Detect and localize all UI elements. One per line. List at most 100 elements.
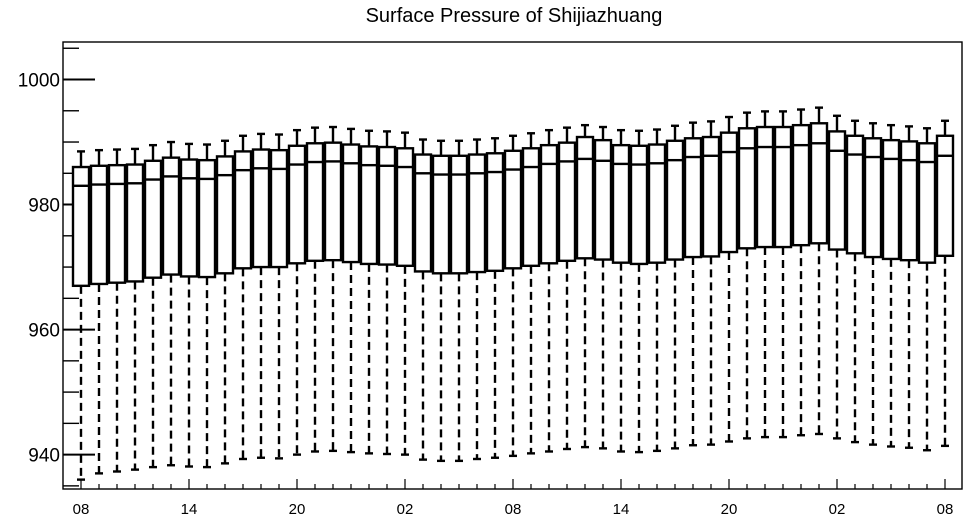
box-16 <box>359 129 379 455</box>
box-iqr <box>413 153 433 273</box>
box-14 <box>323 125 343 453</box>
box-28 <box>575 123 595 449</box>
box-27 <box>557 126 577 451</box>
box-iqr <box>395 147 415 268</box>
y-tick-label: 960 <box>28 321 60 342</box>
box-11 <box>269 133 289 460</box>
x-tick-label: 02 <box>829 501 846 518</box>
box-iqr <box>863 137 883 259</box>
box-iqr <box>449 154 469 275</box>
box-9 <box>233 134 253 461</box>
box-iqr <box>467 153 487 274</box>
box-32 <box>647 128 667 453</box>
chart-title: Surface Pressure of Shijiazhuang <box>366 5 663 27</box>
box-iqr <box>719 131 739 254</box>
box-iqr <box>593 138 613 261</box>
box-25 <box>521 132 541 455</box>
box-iqr <box>305 142 325 263</box>
box-iqr <box>701 135 721 258</box>
box-2 <box>107 148 127 473</box>
box-44 <box>863 122 883 446</box>
box-13 <box>305 126 325 453</box>
x-tick-label: 20 <box>721 501 738 518</box>
box-iqr <box>179 158 199 278</box>
box-iqr <box>233 150 253 270</box>
x-tick-label: 14 <box>181 501 198 518</box>
box-iqr <box>755 125 775 249</box>
box-iqr <box>917 142 937 264</box>
box-iqr <box>935 134 955 258</box>
x-tick-label: 08 <box>505 501 522 518</box>
box-iqr <box>269 148 289 269</box>
box-31 <box>629 129 649 454</box>
y-tick-label: 980 <box>28 196 60 217</box>
box-iqr <box>611 143 631 264</box>
box-iqr <box>431 154 451 275</box>
box-42 <box>827 114 847 440</box>
box-iqr <box>845 134 865 255</box>
box-29 <box>593 125 613 450</box>
x-tick-label: 08 <box>937 501 954 518</box>
box-iqr <box>125 163 145 283</box>
box-15 <box>341 127 361 454</box>
box-47 <box>917 127 937 452</box>
box-39 <box>773 110 793 439</box>
box-10 <box>251 132 271 459</box>
box-iqr <box>323 141 343 262</box>
box-iqr <box>359 145 379 266</box>
box-26 <box>539 128 559 453</box>
box-iqr <box>251 148 271 269</box>
box-24 <box>503 134 523 458</box>
box-iqr <box>773 125 793 249</box>
box-38 <box>755 110 775 439</box>
box-30 <box>611 128 631 453</box>
box-36 <box>719 115 739 443</box>
box-iqr <box>647 143 667 264</box>
box-48 <box>935 119 955 448</box>
box-iqr <box>215 155 235 275</box>
x-tick-label: 08 <box>73 501 90 518</box>
box-45 <box>881 123 901 448</box>
box-12 <box>287 128 307 456</box>
box-iqr <box>683 137 703 259</box>
box-iqr <box>575 135 595 260</box>
box-46 <box>899 125 919 449</box>
box-41 <box>809 106 829 436</box>
box-iqr <box>539 143 559 265</box>
box-37 <box>737 111 757 440</box>
box-22 <box>467 138 487 461</box>
box-iqr <box>827 130 847 251</box>
box-0 <box>71 150 91 481</box>
box-iqr <box>503 149 523 270</box>
box-34 <box>683 121 703 447</box>
box-iqr <box>521 147 541 268</box>
x-axis: 08 14 20 02 08 14 20 02 08 <box>73 479 954 518</box>
box-iqr <box>809 122 829 245</box>
box-iqr <box>89 164 109 286</box>
x-tick-label: 20 <box>289 501 306 518</box>
box-6 <box>179 142 199 468</box>
box-3 <box>125 147 145 471</box>
box-iqr <box>197 158 217 279</box>
box-iqr <box>287 144 307 265</box>
x-tick-label: 14 <box>613 501 630 518</box>
box-4 <box>143 143 163 469</box>
box-iqr <box>107 163 127 284</box>
box-iqr <box>161 156 181 276</box>
box-17 <box>377 130 397 456</box>
box-33 <box>665 124 685 450</box>
x-tick-label: 02 <box>397 501 414 518</box>
box-iqr <box>71 165 91 288</box>
box-iqr <box>557 141 577 263</box>
box-iqr <box>737 127 757 250</box>
box-iqr <box>791 123 811 247</box>
box-iqr <box>881 138 901 261</box>
box-8 <box>215 139 235 465</box>
plot-area: 940 960 980 1000 08 14 20 02 08 14 20 02 08 <box>18 41 963 518</box>
box-iqr <box>665 139 685 261</box>
box-35 <box>701 120 721 446</box>
boxplot-series <box>71 106 955 481</box>
box-iqr <box>485 152 505 273</box>
